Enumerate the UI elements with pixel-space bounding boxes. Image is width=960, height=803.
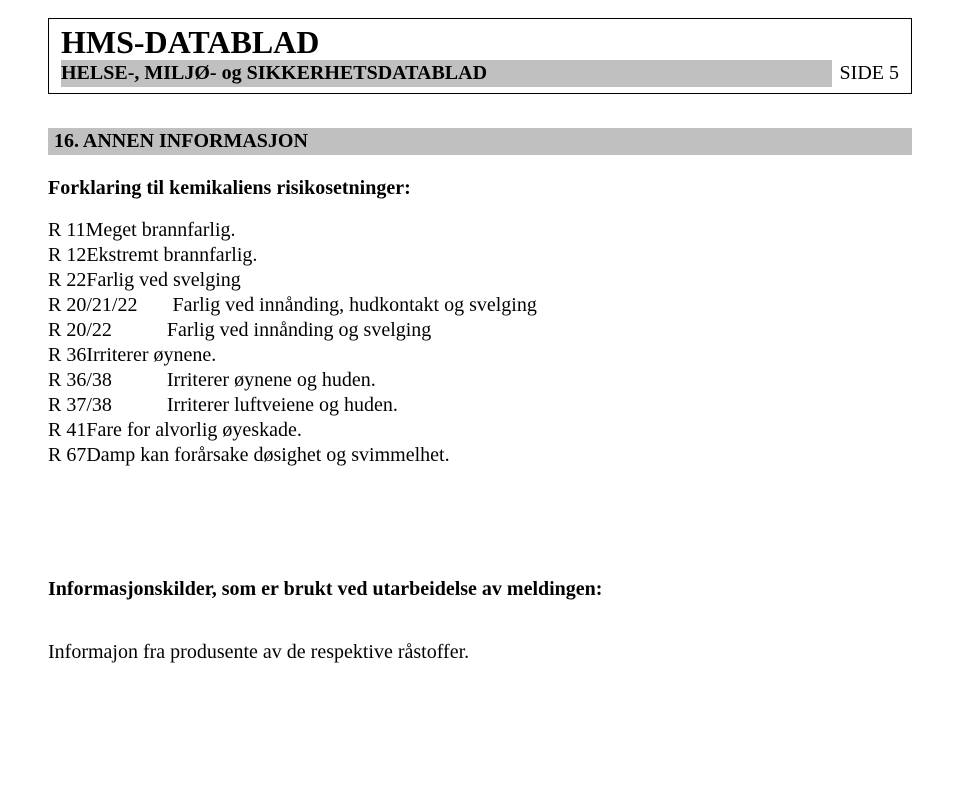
sources-heading: Informasjonskilder, som er brukt ved uta…	[48, 578, 912, 601]
document-title: HMS-DATABLAD	[61, 25, 899, 60]
section-heading: 16. ANNEN INFORMASJON	[48, 128, 912, 155]
risk-phrase: R 12Ekstremt brannfarlig.	[48, 243, 912, 268]
page: HMS-DATABLAD HELSE-, MILJØ- og SIKKERHET…	[0, 0, 960, 803]
risk-phrase: R 11Meget brannfarlig.	[48, 218, 912, 243]
document-subtitle: HELSE-, MILJØ- og SIKKERHETSDATABLAD	[61, 60, 832, 87]
risk-phrase: R 22Farlig ved svelging	[48, 268, 912, 293]
risk-phrase: R 41Fare for alvorlig øyeskade.	[48, 418, 912, 443]
intro-text: Forklaring til kemikaliens risikosetning…	[48, 177, 411, 199]
risk-phrase: R 37/38 Irriterer luftveiene og huden.	[48, 393, 912, 418]
risk-phrase-list: R 11Meget brannfarlig. R 12Ekstremt bran…	[48, 218, 912, 468]
risk-phrase: R 20/22 Farlig ved innånding og svelging	[48, 318, 912, 343]
risk-phrase: R 67Damp kan forårsake døsighet og svimm…	[48, 443, 912, 468]
section-body: Forklaring til kemikaliens risikosetning…	[48, 177, 912, 468]
header-block: HMS-DATABLAD HELSE-, MILJØ- og SIKKERHET…	[48, 18, 912, 94]
header-subrow: HELSE-, MILJØ- og SIKKERHETSDATABLAD SID…	[61, 60, 899, 87]
risk-phrase: R 36Irriterer øynene.	[48, 343, 912, 368]
risk-phrase: R 20/21/22 Farlig ved innånding, hudkont…	[48, 293, 912, 318]
sources-body: Informajon fra produsente av de respekti…	[48, 641, 912, 664]
page-number: SIDE 5	[832, 60, 899, 87]
risk-phrase: R 36/38 Irriterer øynene og huden.	[48, 368, 912, 393]
